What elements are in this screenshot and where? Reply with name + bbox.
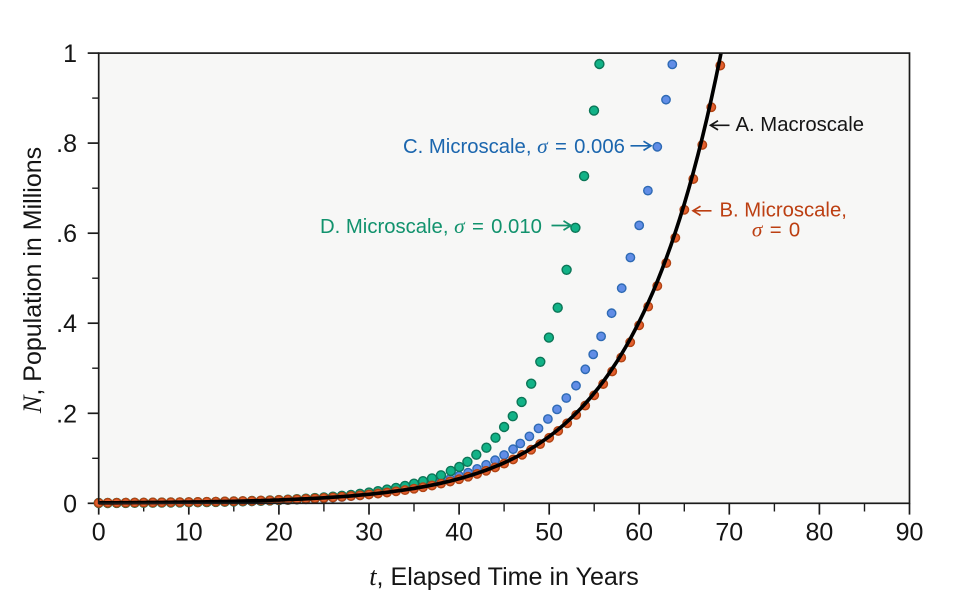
- svg-text:20: 20: [265, 519, 293, 547]
- svg-text:σ = 0: σ = 0: [752, 218, 800, 242]
- svg-text:.2: .2: [56, 400, 77, 428]
- svg-text:B. Microscale,: B. Microscale,: [720, 199, 847, 221]
- svg-text:60: 60: [625, 519, 653, 547]
- svg-text:70: 70: [715, 519, 743, 547]
- svg-text:.8: .8: [56, 130, 77, 158]
- svg-text:t, Elapsed Time in Years: t, Elapsed Time in Years: [369, 562, 639, 591]
- svg-text:0: 0: [63, 490, 77, 518]
- svg-text:A. Macroscale: A. Macroscale: [736, 114, 865, 136]
- svg-text:D. Microscale, σ = 0.010: D. Microscale, σ = 0.010: [320, 214, 542, 238]
- svg-text:.6: .6: [56, 220, 77, 248]
- svg-text:.4: .4: [56, 310, 77, 338]
- svg-text:50: 50: [535, 519, 563, 547]
- svg-text:80: 80: [805, 519, 833, 547]
- svg-text:0: 0: [92, 519, 106, 547]
- svg-text:40: 40: [445, 519, 473, 547]
- svg-text:90: 90: [896, 519, 924, 547]
- svg-text:1: 1: [63, 40, 77, 68]
- svg-text:10: 10: [175, 519, 203, 547]
- svg-text:30: 30: [355, 519, 383, 547]
- svg-text:C. Microscale, σ = 0.006: C. Microscale, σ = 0.006: [403, 134, 625, 158]
- svg-text:N, Population in Millions: N, Population in Millions: [18, 147, 47, 414]
